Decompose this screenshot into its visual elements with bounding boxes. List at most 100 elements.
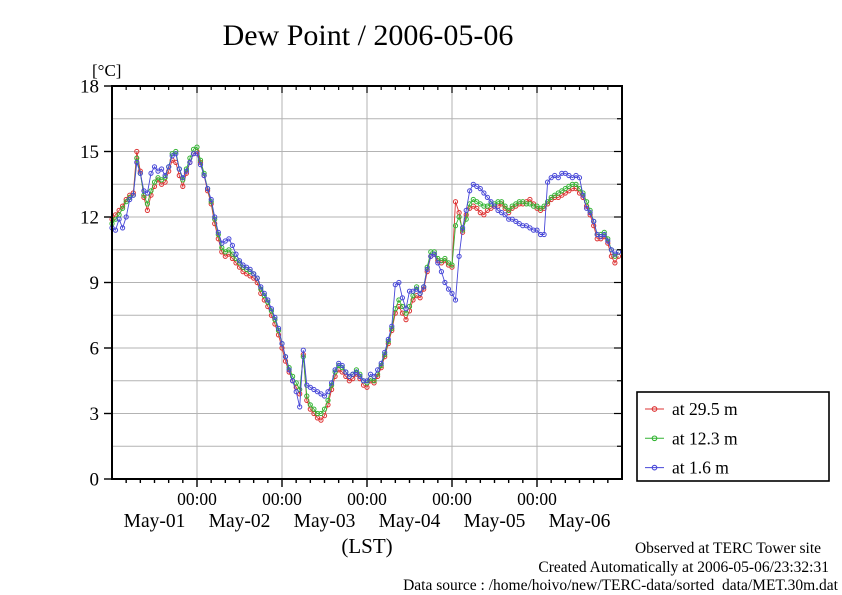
data-point-marker xyxy=(332,367,338,373)
data-point-marker xyxy=(236,258,243,264)
data-point-marker xyxy=(509,203,515,209)
data-point-marker xyxy=(431,251,437,257)
data-point-marker xyxy=(151,179,158,185)
data-point-marker xyxy=(144,190,150,196)
data-point-marker xyxy=(502,212,508,218)
data-point-marker xyxy=(148,188,154,194)
data-point-marker xyxy=(601,231,607,238)
data-point-marker xyxy=(261,290,267,296)
x-tick-label: 00:00 xyxy=(347,489,387,509)
y-axis-unit-label: [°C] xyxy=(92,61,121,80)
data-point-marker xyxy=(435,260,441,266)
data-point-marker xyxy=(176,166,182,172)
data-point-marker xyxy=(130,192,136,198)
data-point-marker xyxy=(329,380,335,386)
data-point-marker xyxy=(396,279,402,286)
legend-box xyxy=(636,391,830,482)
data-point-marker xyxy=(311,386,317,393)
data-point-marker xyxy=(339,362,345,369)
data-point-marker xyxy=(350,371,356,377)
series-at-1-6-m xyxy=(109,151,622,410)
footer-data-source: Data source : /home/hoivo/new/TERC-data/… xyxy=(403,577,839,594)
data-point-marker xyxy=(336,360,342,366)
data-point-marker xyxy=(477,210,483,216)
x-axis-day-labels: May-01 May-02 May-03 May-04 May-05 May-06 xyxy=(124,511,611,532)
data-point-marker xyxy=(612,251,618,257)
data-point-marker xyxy=(233,251,239,257)
data-point-marker xyxy=(403,317,409,323)
x-axis-time-labels: 00:00 00:00 00:00 00:00 00:00 xyxy=(177,489,557,509)
data-series xyxy=(109,144,622,423)
data-point-marker xyxy=(608,247,615,253)
data-point-marker xyxy=(275,325,282,331)
data-point-marker xyxy=(282,354,289,360)
data-point-marker xyxy=(180,175,186,181)
data-point-marker xyxy=(477,186,483,192)
data-point-marker xyxy=(474,205,480,211)
data-point-marker xyxy=(162,172,168,179)
data-point-marker xyxy=(367,371,374,377)
data-point-marker xyxy=(513,218,519,224)
data-point-marker xyxy=(378,360,384,366)
data-point-marker xyxy=(474,199,480,205)
data-point-marker xyxy=(151,164,158,170)
data-point-marker xyxy=(244,264,250,270)
data-point-marker xyxy=(229,251,235,257)
data-point-marker xyxy=(477,201,483,207)
series-line xyxy=(111,152,619,408)
data-point-marker xyxy=(548,175,554,181)
data-point-marker xyxy=(215,229,221,235)
y-axis-labels: 0 3 6 9 12 15 18 xyxy=(80,77,99,491)
chart-title: Dew Point / 2006-05-06 xyxy=(223,19,514,52)
data-point-marker xyxy=(141,188,147,194)
data-point-marker xyxy=(488,199,494,205)
data-point-marker xyxy=(144,201,150,207)
data-point-marker xyxy=(545,199,551,205)
data-point-marker xyxy=(491,203,498,209)
data-point-marker xyxy=(307,384,313,390)
data-point-marker xyxy=(481,203,487,209)
data-point-marker xyxy=(268,306,274,312)
data-point-marker xyxy=(414,293,420,299)
data-point-marker xyxy=(148,170,154,176)
data-point-marker xyxy=(297,386,303,393)
data-point-marker xyxy=(591,218,597,224)
data-point-marker xyxy=(173,151,179,157)
data-point-marker xyxy=(470,203,476,209)
series-at-12-3-m xyxy=(109,144,622,417)
data-point-marker xyxy=(463,207,469,213)
legend-marker-sample xyxy=(651,435,658,442)
data-point-marker xyxy=(353,369,359,375)
data-point-marker xyxy=(314,410,320,417)
data-point-marker xyxy=(513,201,519,207)
y-tick-label: 6 xyxy=(90,339,100,360)
data-point-marker xyxy=(265,297,271,303)
data-point-marker xyxy=(194,151,200,157)
data-point-marker xyxy=(314,389,320,395)
data-point-marker xyxy=(481,212,487,218)
data-point-marker xyxy=(569,181,576,187)
data-point-marker xyxy=(297,404,303,410)
data-point-marker xyxy=(548,194,554,200)
data-point-marker xyxy=(523,201,530,207)
data-point-marker xyxy=(541,231,547,238)
data-point-marker xyxy=(205,186,211,192)
data-point-marker xyxy=(506,216,512,222)
data-point-marker xyxy=(527,225,533,231)
data-point-marker xyxy=(375,367,381,373)
data-point-marker xyxy=(584,205,590,211)
data-point-marker xyxy=(474,183,480,189)
data-point-marker xyxy=(555,190,561,196)
data-point-marker xyxy=(325,397,331,403)
data-point-marker xyxy=(123,214,129,220)
data-point-marker xyxy=(159,177,165,183)
data-point-marker xyxy=(537,231,544,238)
data-point-marker xyxy=(293,389,299,395)
data-point-marker xyxy=(272,314,278,320)
data-point-marker xyxy=(343,369,349,375)
data-point-marker xyxy=(399,303,405,310)
data-point-marker xyxy=(580,192,586,198)
data-point-marker xyxy=(442,279,448,286)
